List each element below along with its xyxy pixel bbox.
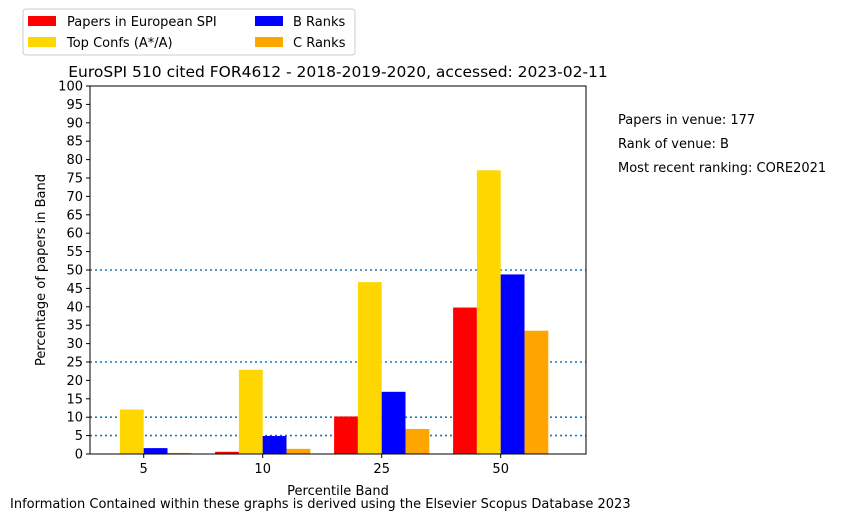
legend-label-2: B Ranks <box>293 15 346 30</box>
bar-series1-cat50 <box>476 170 501 454</box>
bar-series0-cat50 <box>453 307 477 454</box>
plot-frame <box>89 85 587 455</box>
y-axis-label: Percentage of papers in Band <box>34 174 49 366</box>
y-tick-label-90: 90 <box>66 116 83 131</box>
y-tick-label-40: 40 <box>66 300 83 315</box>
x-tick-label-25: 25 <box>373 462 390 477</box>
y-tick-label-55: 55 <box>66 245 83 260</box>
legend-swatch-0 <box>28 16 56 26</box>
bar-series2-cat25 <box>381 391 406 454</box>
y-tick-label-60: 60 <box>66 227 83 242</box>
y-tick-label-100: 100 <box>58 80 83 95</box>
x-tick-label-10: 10 <box>254 462 271 477</box>
y-tick-label-0: 0 <box>75 448 83 463</box>
bar-series3-cat25 <box>405 428 430 454</box>
y-tick-label-5: 5 <box>75 429 83 444</box>
bar-series1-cat5 <box>119 409 144 454</box>
bar-series1-cat10 <box>238 369 263 454</box>
y-tick-label-15: 15 <box>66 392 83 407</box>
y-tick-label-65: 65 <box>66 208 83 223</box>
y-tick-label-85: 85 <box>66 135 83 150</box>
y-tick-label-75: 75 <box>66 172 83 187</box>
legend-label-0: Papers in European SPI <box>67 15 217 30</box>
bar-series3-cat10 <box>286 448 311 454</box>
bar-series0-cat25 <box>334 416 358 454</box>
x-axis: 5 10 25 50 <box>140 454 509 477</box>
y-tick-label-30: 30 <box>66 337 83 352</box>
y-tick-label-20: 20 <box>66 374 83 389</box>
footer-note: Information Contained within these graph… <box>10 497 631 512</box>
chart-title: EuroSPI 510 cited FOR4612 - 2018-2019-20… <box>68 63 608 81</box>
y-axis: 0 5 10 15 20 25 30 35 40 45 50 55 60 65 70 75 80 85 90 95 10… <box>58 80 90 463</box>
y-tick-label-50: 50 <box>66 264 83 279</box>
y-tick-label-95: 95 <box>66 98 83 113</box>
legend-swatch-3 <box>255 37 283 47</box>
bar-series2-cat5 <box>143 448 168 454</box>
bar-series3-cat5 <box>167 452 192 454</box>
annotation-papers-in-venue: Papers in venue: 177 <box>618 113 755 128</box>
bar-series2-cat50 <box>500 274 525 454</box>
y-tick-label-80: 80 <box>66 153 83 168</box>
bar-series2-cat10 <box>262 435 287 454</box>
legend-swatch-1 <box>28 37 56 47</box>
bar-series1-cat25 <box>357 282 382 454</box>
legend-label-3: C Ranks <box>293 36 346 51</box>
y-tick-label-70: 70 <box>66 190 83 205</box>
annotation-rank-of-venue: Rank of venue: B <box>618 137 729 152</box>
annotation-most-recent-ranking: Most recent ranking: CORE2021 <box>618 161 826 176</box>
y-tick-label-45: 45 <box>66 282 83 297</box>
bar-series0-cat10 <box>215 451 239 454</box>
y-tick-label-25: 25 <box>66 356 83 371</box>
legend: Papers in European SPI Top Confs (A*/A) … <box>22 8 356 56</box>
y-tick-label-10: 10 <box>66 411 83 426</box>
bar-series3-cat50 <box>524 330 549 454</box>
y-tick-label-35: 35 <box>66 319 83 334</box>
legend-swatch-2 <box>255 16 283 26</box>
x-tick-label-5: 5 <box>140 462 148 477</box>
x-axis-label: Percentile Band <box>287 484 389 499</box>
bars <box>119 170 549 454</box>
x-tick-label-50: 50 <box>492 462 509 477</box>
legend-label-1: Top Confs (A*/A) <box>66 36 173 51</box>
